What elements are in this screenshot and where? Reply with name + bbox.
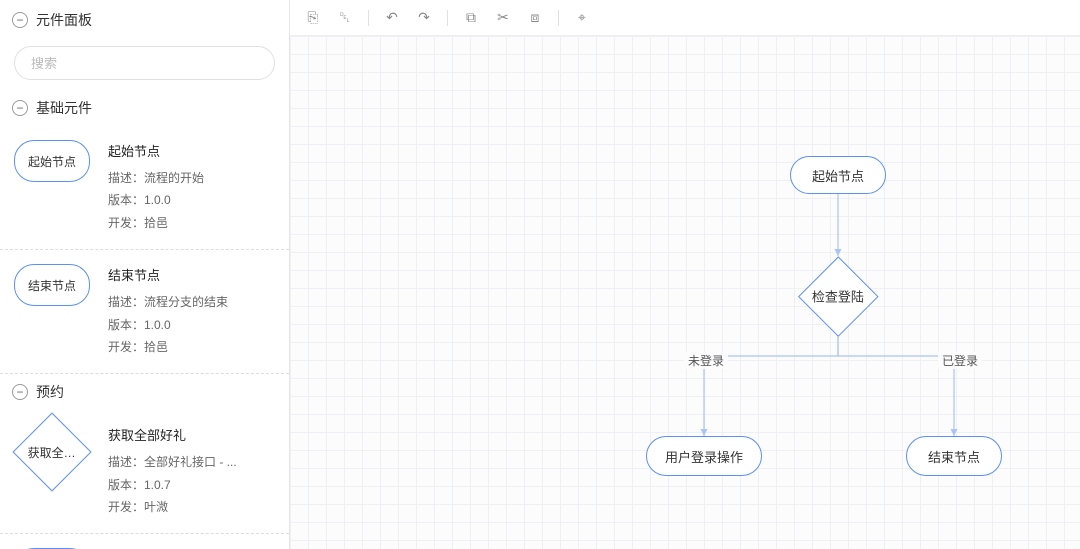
diamond-shape[interactable]: 获取全… [12,413,91,492]
section-header[interactable]: 基础元件 [0,90,289,126]
section-title: 预约 [36,382,64,402]
delete-icon[interactable]: ␡ [336,9,354,27]
collapse-icon[interactable] [12,100,28,116]
undo-icon[interactable]: ↶ [383,9,401,27]
panel-title: 元件面板 [36,10,92,30]
component-item[interactable]: 获取全… 获取全部好礼描述：全部好礼接口 - ...版本：1.0.7开发：叶溦 [0,410,289,534]
flow-node-rounded[interactable]: 用户登录操作 [646,436,762,476]
node-label: 检查登陆 [812,286,864,305]
search-input[interactable] [14,46,275,80]
flow-node-rounded[interactable]: 结束节点 [906,436,1002,476]
component-meta: 获取全部好礼描述：全部好礼接口 - ...版本：1.0.7开发：叶溦 [108,424,237,519]
component-meta: 起始节点描述：流程的开始版本：1.0.0开发：拾邑 [108,140,204,235]
meta-row: 开发：拾邑 [108,212,204,235]
rounded-shape[interactable]: 结束节点 [14,264,90,306]
component-panel: 元件面板 基础元件起始节点起始节点描述：流程的开始版本：1.0.0开发：拾邑结束… [0,0,290,549]
flow-node-rounded[interactable]: 起始节点 [790,156,886,194]
meta-row: 开发：叶溦 [108,496,237,519]
panel-title-row[interactable]: 元件面板 [0,0,289,40]
cut-icon[interactable]: ✂ [494,9,512,27]
edge-label: 未登录 [684,352,728,369]
component-item[interactable]: 跳转事件跳转事件描述：跳转方法版本：1.0.3开发：叶溦 [0,534,289,549]
meta-row: 开发：拾邑 [108,336,228,359]
paste-icon[interactable]: ⧈ [526,9,544,27]
component-meta: 结束节点描述：流程分支的结束版本：1.0.0开发：拾邑 [108,264,228,359]
meta-row: 版本：1.0.0 [108,314,228,337]
shape-label: 获取全… [28,444,76,461]
save-icon[interactable]: ⎘ [304,9,322,27]
copy-icon[interactable]: ⧉ [462,9,480,27]
toolbar-separator [558,10,559,26]
flow-edge[interactable] [704,336,838,436]
section-header[interactable]: 预约 [0,374,289,410]
toolbar-separator [368,10,369,26]
meta-row: 版本：1.0.0 [108,189,204,212]
meta-row: 描述：流程的开始 [108,167,204,190]
section-title: 基础元件 [36,98,92,118]
component-title: 起始节点 [108,140,204,165]
flowchart-canvas[interactable]: 起始节点检查登陆用户登录操作 结束节点 未登录 已登录 [290,36,1080,549]
meta-row: 描述：流程分支的结束 [108,291,228,314]
edge-label: 已登录 [938,352,982,369]
rounded-shape[interactable]: 起始节点 [14,140,90,182]
search-row [0,40,289,90]
component-item[interactable]: 结束节点结束节点描述：流程分支的结束版本：1.0.0开发：拾邑 [0,250,289,374]
locate-icon[interactable]: ⌖ [573,9,591,27]
toolbar-separator [447,10,448,26]
flow-edge[interactable] [838,336,954,436]
flow-node-diamond[interactable]: 检查登陆 [798,256,878,336]
canvas-toolbar: ⎘ ␡ ↶ ↷ ⧉ ✂ ⧈ ⌖ [290,0,1080,36]
component-item[interactable]: 起始节点起始节点描述：流程的开始版本：1.0.0开发：拾邑 [0,126,289,250]
meta-row: 描述：全部好礼接口 - ... [108,451,237,474]
meta-row: 版本：1.0.7 [108,474,237,497]
component-title: 获取全部好礼 [108,424,237,449]
redo-icon[interactable]: ↷ [415,9,433,27]
component-title: 结束节点 [108,264,228,289]
collapse-icon[interactable] [12,384,28,400]
collapse-icon[interactable] [12,12,28,28]
